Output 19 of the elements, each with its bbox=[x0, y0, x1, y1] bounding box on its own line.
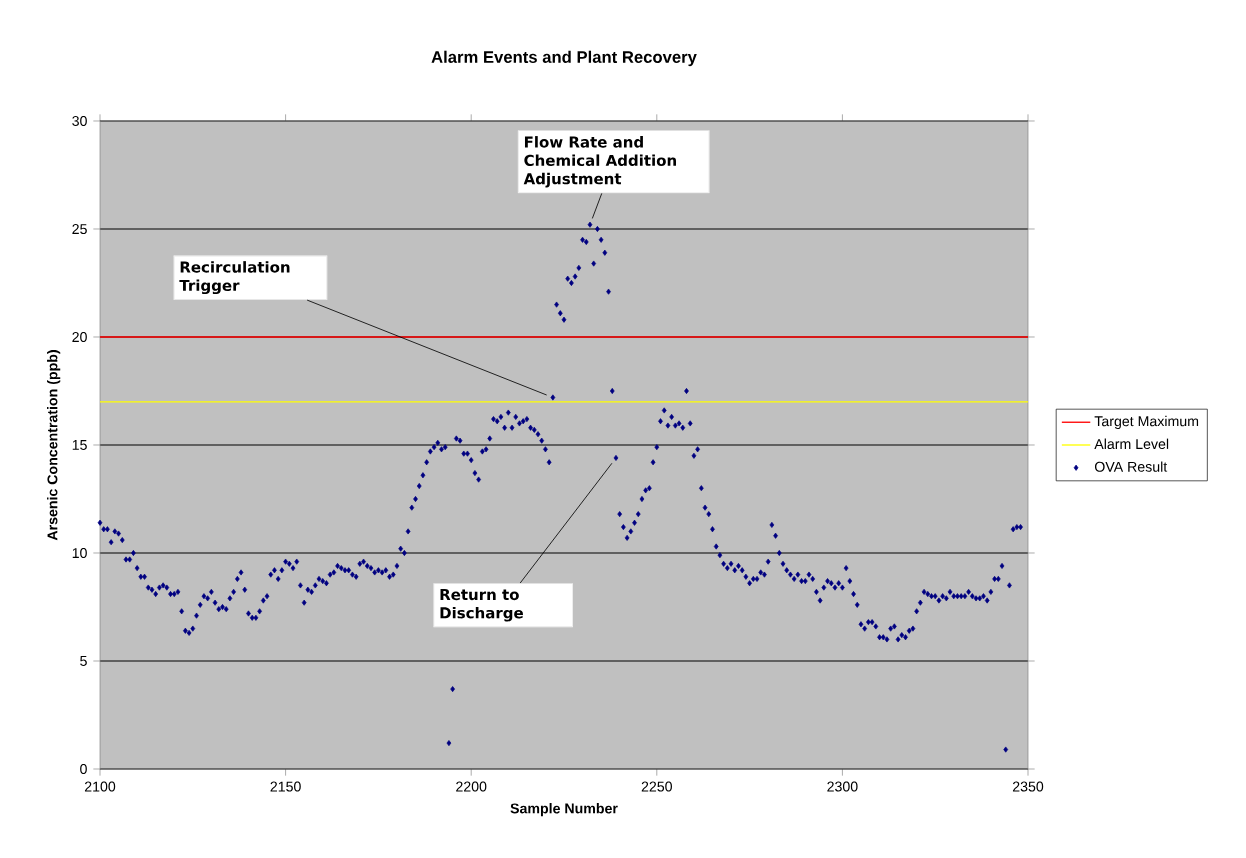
y-tick-label: 30 bbox=[72, 116, 87, 127]
x-tick-label: 2350 bbox=[1012, 781, 1044, 792]
y-tick-label: 10 bbox=[72, 548, 87, 559]
y-axis-title: Arsenic Concentration (ppb) bbox=[47, 350, 61, 541]
x-tick-label: 2250 bbox=[641, 781, 672, 792]
legend-label: Alarm Level bbox=[1094, 438, 1169, 450]
y-tick-label: 20 bbox=[72, 332, 87, 343]
y-tick-label: 25 bbox=[72, 224, 87, 235]
x-axis-title: Sample Number bbox=[510, 803, 618, 817]
x-tick-label: 2200 bbox=[456, 781, 487, 792]
y-tick-label: 15 bbox=[72, 440, 87, 450]
y-tick-label: 5 bbox=[80, 656, 87, 666]
x-tick-label: 2150 bbox=[270, 781, 301, 792]
chart-title: Alarm Events and Plant Recovery bbox=[431, 50, 697, 67]
y-tick-label: 0 bbox=[80, 764, 87, 775]
x-tick-label: 2300 bbox=[827, 781, 858, 792]
x-tick-label: 2100 bbox=[84, 781, 116, 792]
legend-label: OVA Result bbox=[1094, 461, 1168, 472]
legend-label: Target Maximum bbox=[1094, 415, 1199, 430]
